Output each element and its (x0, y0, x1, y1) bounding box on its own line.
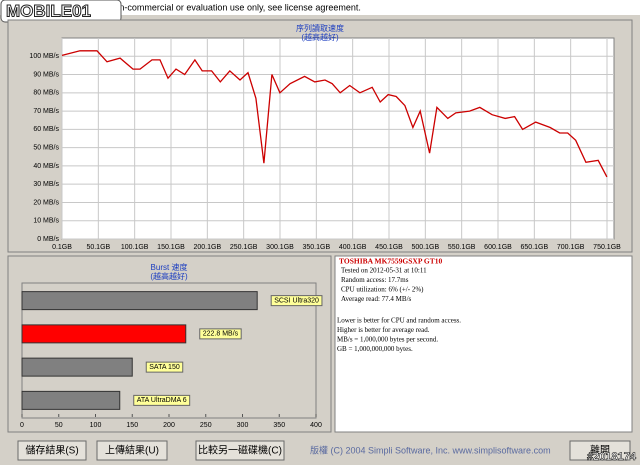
x-tick-label: 400 (310, 422, 322, 429)
x-tick-label: 350.1GB (303, 244, 331, 251)
x-tick-label: 400.1GB (339, 244, 367, 251)
x-tick-label: 250.1GB (230, 244, 258, 251)
x-tick-label: 700.1GB (557, 244, 585, 251)
x-tick-label: 100 (90, 422, 102, 429)
info-line: Tested on 2012-05-31 at 10:11 (341, 267, 427, 275)
info-line: Average read: 77.4 MB/s (341, 295, 412, 303)
title-bar (0, 0, 640, 15)
info-line: Random access: 17.7ms (341, 276, 409, 284)
x-tick-label: 300.1GB (266, 244, 294, 251)
button-label[interactable]: 離開 (590, 444, 610, 457)
x-tick-label: 0.1GB (52, 244, 72, 251)
label-box (270, 295, 323, 307)
y-tick-label: 20 MB/s (33, 199, 59, 206)
y-tick-label: 70 MB/s (33, 108, 59, 115)
x-tick-label: 0 (20, 422, 24, 429)
bar-label: ATA UltraDMA 6 (137, 397, 187, 404)
save-button[interactable] (17, 440, 87, 461)
x-tick-label: 300 (237, 422, 249, 429)
y-tick-label: 80 MB/s (33, 90, 59, 97)
y-tick-label: 40 MB/s (33, 163, 59, 170)
label-box (199, 328, 242, 340)
info-panel (334, 255, 633, 433)
button-label[interactable]: 儲存結果(S) (25, 444, 78, 457)
info-note: GB = 1,000,000,000 bytes. (337, 345, 413, 353)
chart-subtitle: (越高越好) (150, 271, 188, 281)
x-tick-label: 100.1GB (121, 244, 149, 251)
x-tick-label: 350 (273, 422, 285, 429)
compare-button[interactable] (195, 440, 285, 461)
x-tick-label: 50 (55, 422, 63, 429)
chart-title: Burst 速度 (151, 262, 188, 272)
bar-label: SCSI Ultra320 (274, 297, 319, 304)
x-tick-label: 250 (200, 422, 212, 429)
burst-chart: 0 50 100 150 200 250 300 350 400 SCSI Ultra320 222… (20, 291, 323, 429)
watermark-tag: #2018174 (587, 451, 637, 463)
y-tick-label: 10 MB/s (33, 218, 59, 225)
upload-button[interactable] (96, 440, 168, 461)
read-line (61, 50, 608, 178)
bar (21, 291, 258, 311)
bar (21, 357, 133, 377)
x-tick-label: 550.1GB (448, 244, 476, 251)
value-label: 222.8 MB/s (203, 331, 239, 338)
info-note: Higher is better for average read. (337, 326, 430, 334)
x-tick-label: 150.1GB (157, 244, 185, 251)
bar-label: SATA 150 (149, 364, 180, 371)
y-tick-label: 60 MB/s (33, 126, 59, 133)
x-tick-label: 600.1GB (484, 244, 512, 251)
info-note: Lower is better for CPU and random acces… (337, 317, 461, 325)
chart-subtitle: (越高越好) (301, 32, 339, 42)
read-chart: 0 MB/s 10 MB/s 20 MB/s 30 MB/s 40 MB/s 50 MB/… (29, 38, 621, 251)
y-tick-label: 0 MB/s (37, 236, 59, 243)
info-line: CPU utilization: 6% (+/- 2%) (341, 286, 424, 294)
y-tick-label: 100 MB/s (29, 53, 59, 60)
button-label[interactable]: 上傳結果(U) (105, 444, 159, 457)
x-tick-label: 500.1GB (412, 244, 440, 251)
drive-model: TOSHIBA MK7559GSXP GT10 (339, 257, 442, 266)
copyright: 版權 (C) 2004 Simpli Software, Inc. www.si… (310, 444, 551, 455)
bar (21, 324, 187, 344)
label-box (145, 361, 184, 373)
x-tick-label: 50.1GB (86, 244, 110, 251)
info-note: MB/s = 1,000,000 bytes per second. (337, 336, 438, 344)
y-tick-label: 90 MB/s (33, 71, 59, 78)
read-plot-area (61, 37, 615, 240)
y-tick-label: 30 MB/s (33, 181, 59, 188)
x-tick-label: 200 (163, 422, 175, 429)
exit-button[interactable] (569, 440, 631, 461)
x-tick-label: 200.1GB (194, 244, 222, 251)
button-label[interactable]: 比較另一磁碟機(C) (198, 444, 282, 457)
logo: MOBILE01 (6, 1, 91, 20)
x-tick-label: 150 (126, 422, 138, 429)
window-title: HD Tach version 3.0.1.0 - Non-commercial… (4, 2, 361, 12)
chart-title: 序列讀取速度 (296, 23, 344, 33)
x-tick-label: 650.1GB (521, 244, 549, 251)
x-tick-label: 750.1GB (593, 244, 621, 251)
x-tick-label: 450.1GB (375, 244, 403, 251)
label-box (133, 394, 191, 406)
y-tick-label: 50 MB/s (33, 144, 59, 151)
bar (21, 390, 121, 410)
